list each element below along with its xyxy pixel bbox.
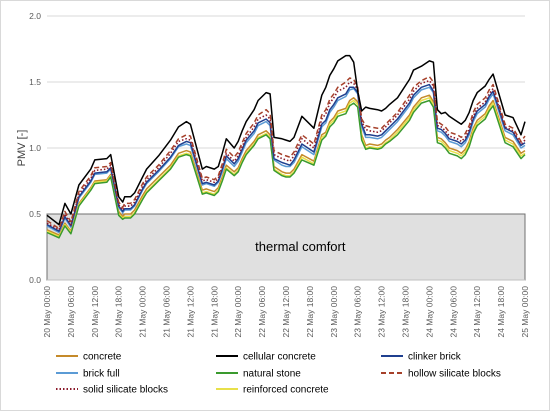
legend-label: cellular concrete	[243, 352, 316, 363]
x-tick-label: 24 May 06:00	[448, 286, 458, 338]
thermal-comfort-band: thermal comfort	[46, 213, 526, 281]
series-line-clinker-brick	[46, 83, 526, 232]
x-tick-label: 21 May 00:00	[138, 286, 148, 338]
comfort-band-rect	[46, 213, 526, 281]
legend-label: hollow silicate blocks	[408, 369, 501, 380]
legend-label: reinforced concrete	[243, 385, 329, 396]
x-tick-label: 22 May 00:00	[233, 286, 243, 338]
y-tick-label: 2.0	[29, 11, 41, 21]
series-line-cellular-concrete	[46, 54, 526, 226]
series-line-hollow-silicate-blocks	[46, 75, 526, 230]
x-tick-label: 22 May 18:00	[305, 286, 315, 338]
x-tick-label: 20 May 12:00	[90, 286, 100, 338]
comfort-band-label: thermal comfort	[255, 239, 346, 254]
series-lines	[46, 54, 526, 239]
x-tick-label: 20 May 00:00	[42, 286, 52, 338]
y-tick-label: 1.0	[29, 143, 41, 153]
legend-label: clinker brick	[408, 352, 462, 363]
x-tick-label: 22 May 06:00	[257, 286, 267, 338]
series-line-solid-silicate-blocks	[46, 79, 526, 231]
legend: concrete cellular concrete clinker brick br…	[56, 352, 501, 396]
y-tick-label: 0.5	[29, 209, 41, 219]
x-tick-label: 22 May 12:00	[281, 286, 291, 338]
x-tick-label: 20 May 18:00	[114, 286, 124, 338]
y-axis-label: PMV [-]	[16, 130, 28, 167]
x-tick-label: 24 May 18:00	[496, 286, 506, 338]
x-tick-label: 25 May 00:00	[520, 286, 530, 338]
x-tick-label: 23 May 18:00	[401, 286, 411, 338]
x-axis-ticks: 20 May 00:00 20 May 06:00 20 May 12:00 20 M…	[42, 279, 530, 338]
y-tick-label: 0.0	[29, 275, 41, 285]
legend-label: natural stone	[243, 369, 301, 380]
x-tick-label: 23 May 06:00	[353, 286, 363, 338]
series-line-concrete	[46, 94, 526, 236]
x-tick-label: 24 May 12:00	[472, 286, 482, 338]
x-tick-label: 21 May 12:00	[185, 286, 195, 338]
legend-label: brick full	[83, 369, 120, 380]
x-tick-label: 20 May 06:00	[66, 286, 76, 338]
legend-label: concrete	[83, 352, 122, 363]
x-tick-label: 24 May 00:00	[424, 286, 434, 338]
series-line-natural-stone	[46, 99, 526, 239]
y-tick-label: 1.5	[29, 77, 41, 87]
x-tick-label: 21 May 18:00	[209, 286, 219, 338]
x-tick-label: 23 May 12:00	[377, 286, 387, 338]
x-tick-label: 23 May 00:00	[329, 286, 339, 338]
x-tick-label: 21 May 06:00	[162, 286, 172, 338]
y-axis-ticks: 0.0 0.5 1.0 1.5 2.0	[29, 11, 41, 285]
legend-label: solid silicate blocks	[83, 385, 168, 396]
